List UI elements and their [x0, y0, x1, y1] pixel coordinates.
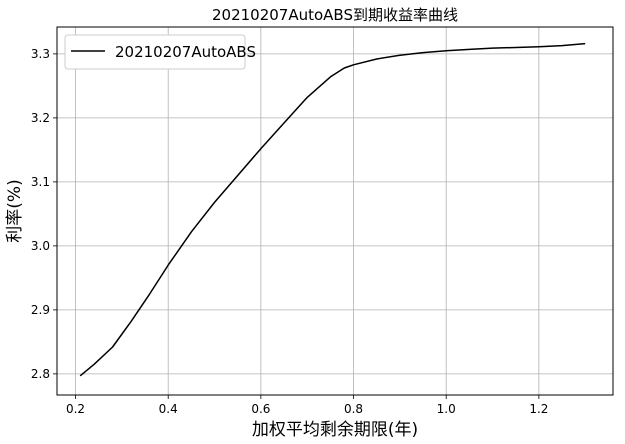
y-tick-label: 2.8 — [31, 367, 50, 381]
legend-label: 20210207AutoABS — [115, 43, 256, 61]
x-tick-label: 0.2 — [66, 402, 85, 416]
x-axis-label: 加权平均剩余期限(年) — [252, 420, 418, 440]
plot-frame — [56, 26, 614, 396]
y-tick-label: 3.2 — [31, 111, 50, 125]
grid — [57, 27, 613, 395]
y-tick-label: 3.1 — [31, 175, 50, 189]
legend-box — [64, 34, 246, 70]
ticks: 0.2 0.4 0.6 0.8 1.0 1.2 2.8 2.9 3.0 3.1 3.2 3.3 — [31, 47, 549, 416]
y-tick-label: 3.3 — [31, 47, 50, 61]
y-tick-label: 2.9 — [31, 303, 50, 317]
x-tick-label: 0.4 — [159, 402, 178, 416]
y-tick-label: 3.0 — [31, 239, 50, 253]
x-tick-label: 0.8 — [344, 402, 363, 416]
series-layer — [79, 42, 586, 377]
x-tick-label: 1.2 — [529, 402, 548, 416]
legend: 20210207AutoABS — [64, 34, 256, 70]
x-tick-label: 1.0 — [437, 402, 456, 416]
series-line — [79, 42, 586, 377]
chart-title: 20210207AutoABS到期收益率曲线 — [212, 6, 458, 24]
y-axis-label: 利率(%) — [5, 179, 25, 242]
x-tick-label: 0.6 — [251, 402, 270, 416]
